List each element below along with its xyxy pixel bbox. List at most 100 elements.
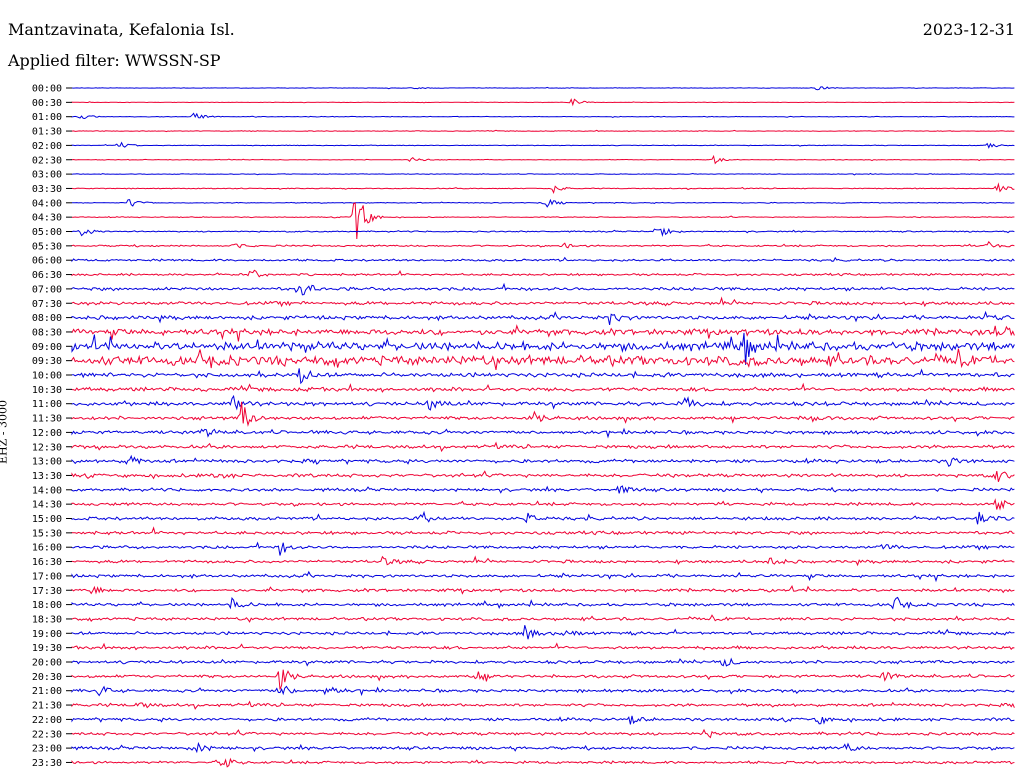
- tick-label-0130: 01:30: [32, 127, 62, 138]
- tick-label-0500: 05:00: [32, 227, 62, 238]
- tick-label-0930: 09:30: [32, 356, 62, 367]
- trace-1600: [71, 541, 1015, 556]
- trace-0800: [71, 310, 1015, 325]
- tick-label-0630: 06:30: [32, 270, 62, 281]
- tick-label-0330: 03:30: [32, 184, 62, 195]
- tick-label-2030: 20:30: [32, 672, 62, 683]
- tick-label-1730: 17:30: [32, 586, 62, 597]
- trace-2100: [71, 685, 1015, 697]
- trace-0730: [71, 296, 1015, 308]
- tick-label-0230: 02:30: [32, 155, 62, 166]
- tick-label-1030: 10:30: [32, 385, 62, 396]
- trace-2200: [71, 715, 1015, 725]
- tick-label-0030: 00:30: [32, 98, 62, 109]
- tick-label-0830: 08:30: [32, 327, 62, 338]
- tick-label-1300: 13:00: [32, 457, 62, 468]
- trace-0830: [71, 324, 1015, 342]
- tick-label-2100: 21:00: [32, 686, 62, 697]
- tick-label-1900: 19:00: [32, 629, 62, 640]
- trace-0530: [71, 240, 1015, 249]
- trace-1030: [71, 382, 1015, 393]
- tick-label-2300: 23:00: [32, 744, 62, 755]
- trace-1300: [71, 454, 1015, 467]
- trace-1800: [71, 596, 1015, 610]
- trace-0130: [71, 129, 1015, 133]
- trace-0700: [71, 282, 1015, 296]
- trace-0200: [71, 141, 1015, 149]
- trace-1500: [71, 510, 1015, 525]
- trace-0900: [71, 332, 1015, 365]
- filter-label: Applied filter: WWSSN-SP: [8, 51, 221, 70]
- trace-0000: [71, 86, 1015, 91]
- tick-label-0400: 04:00: [32, 198, 62, 209]
- tick-label-0800: 08:00: [32, 313, 62, 324]
- tick-label-1130: 11:30: [32, 414, 62, 425]
- tick-label-1330: 13:30: [32, 471, 62, 482]
- tick-label-0730: 07:30: [32, 299, 62, 310]
- tick-label-0300: 03:00: [32, 170, 62, 181]
- tick-label-1700: 17:00: [32, 571, 62, 582]
- tick-label-1200: 12:00: [32, 428, 62, 439]
- tick-label-0530: 05:30: [32, 241, 62, 252]
- trace-1000: [71, 368, 1015, 385]
- tick-label-1530: 15:30: [32, 528, 62, 539]
- tick-labels-group: 00:00 00:30 01:00 01:30 02:00 02:30 03:00 03:30…: [32, 84, 72, 769]
- trace-1330: [71, 470, 1015, 482]
- trace-1130: [71, 401, 1015, 427]
- trace-1830: [71, 614, 1015, 623]
- tick-label-0200: 02:00: [32, 141, 62, 152]
- trace-2300: [71, 741, 1015, 754]
- tick-label-0900: 09:00: [32, 342, 62, 353]
- trace-1730: [71, 585, 1015, 595]
- traces-group: [71, 86, 1015, 768]
- trace-1430: [71, 498, 1015, 511]
- trace-1700: [71, 570, 1015, 583]
- trace-0500: [71, 227, 1015, 237]
- tick-label-2330: 23:30: [32, 758, 62, 769]
- tick-label-1430: 14:30: [32, 500, 62, 511]
- tick-label-1400: 14:00: [32, 485, 62, 496]
- trace-0430: [72, 202, 1015, 240]
- trace-1230: [71, 441, 1015, 453]
- trace-0030: [71, 98, 1015, 107]
- tick-label-0100: 01:00: [32, 112, 62, 123]
- tick-label-2230: 22:30: [32, 729, 62, 740]
- trace-1100: [71, 394, 1015, 411]
- trace-1200: [71, 427, 1015, 439]
- trace-2230: [71, 728, 1015, 739]
- trace-0630: [71, 269, 1015, 278]
- trace-0930: [71, 348, 1015, 371]
- tick-label-2000: 20:00: [32, 658, 62, 669]
- tick-label-0430: 04:30: [32, 213, 62, 224]
- trace-1630: [71, 555, 1015, 567]
- tick-label-0700: 07:00: [32, 284, 62, 295]
- tick-label-1630: 16:30: [32, 557, 62, 568]
- tick-label-0600: 06:00: [32, 256, 62, 267]
- tick-label-1800: 18:00: [32, 600, 62, 611]
- tick-label-1830: 18:30: [32, 614, 62, 625]
- trace-0400: [71, 198, 1015, 208]
- trace-0100: [71, 112, 1015, 120]
- trace-2130: [71, 700, 1015, 710]
- trace-2030: [71, 669, 1015, 690]
- tick-label-1230: 12:30: [32, 442, 62, 453]
- trace-0330: [71, 182, 1015, 195]
- trace-0230: [71, 154, 1015, 165]
- trace-1530: [71, 526, 1015, 536]
- tick-label-1930: 19:30: [32, 643, 62, 654]
- trace-2000: [71, 657, 1015, 667]
- tick-label-1500: 15:00: [32, 514, 62, 525]
- tick-label-1100: 11:00: [32, 399, 62, 410]
- station-title: Mantzavinata, Kefalonia Isl.: [8, 20, 235, 39]
- tick-label-2130: 21:30: [32, 701, 62, 712]
- tick-label-1600: 16:00: [32, 543, 62, 554]
- tick-label-2200: 22:00: [32, 715, 62, 726]
- record-date: 2023-12-31: [922, 20, 1015, 39]
- trace-1900: [71, 625, 1015, 640]
- trace-2330: [71, 757, 1015, 768]
- trace-0600: [71, 256, 1015, 263]
- tick-label-0000: 00:00: [32, 84, 62, 95]
- trace-1400: [71, 485, 1015, 494]
- trace-1930: [71, 642, 1015, 651]
